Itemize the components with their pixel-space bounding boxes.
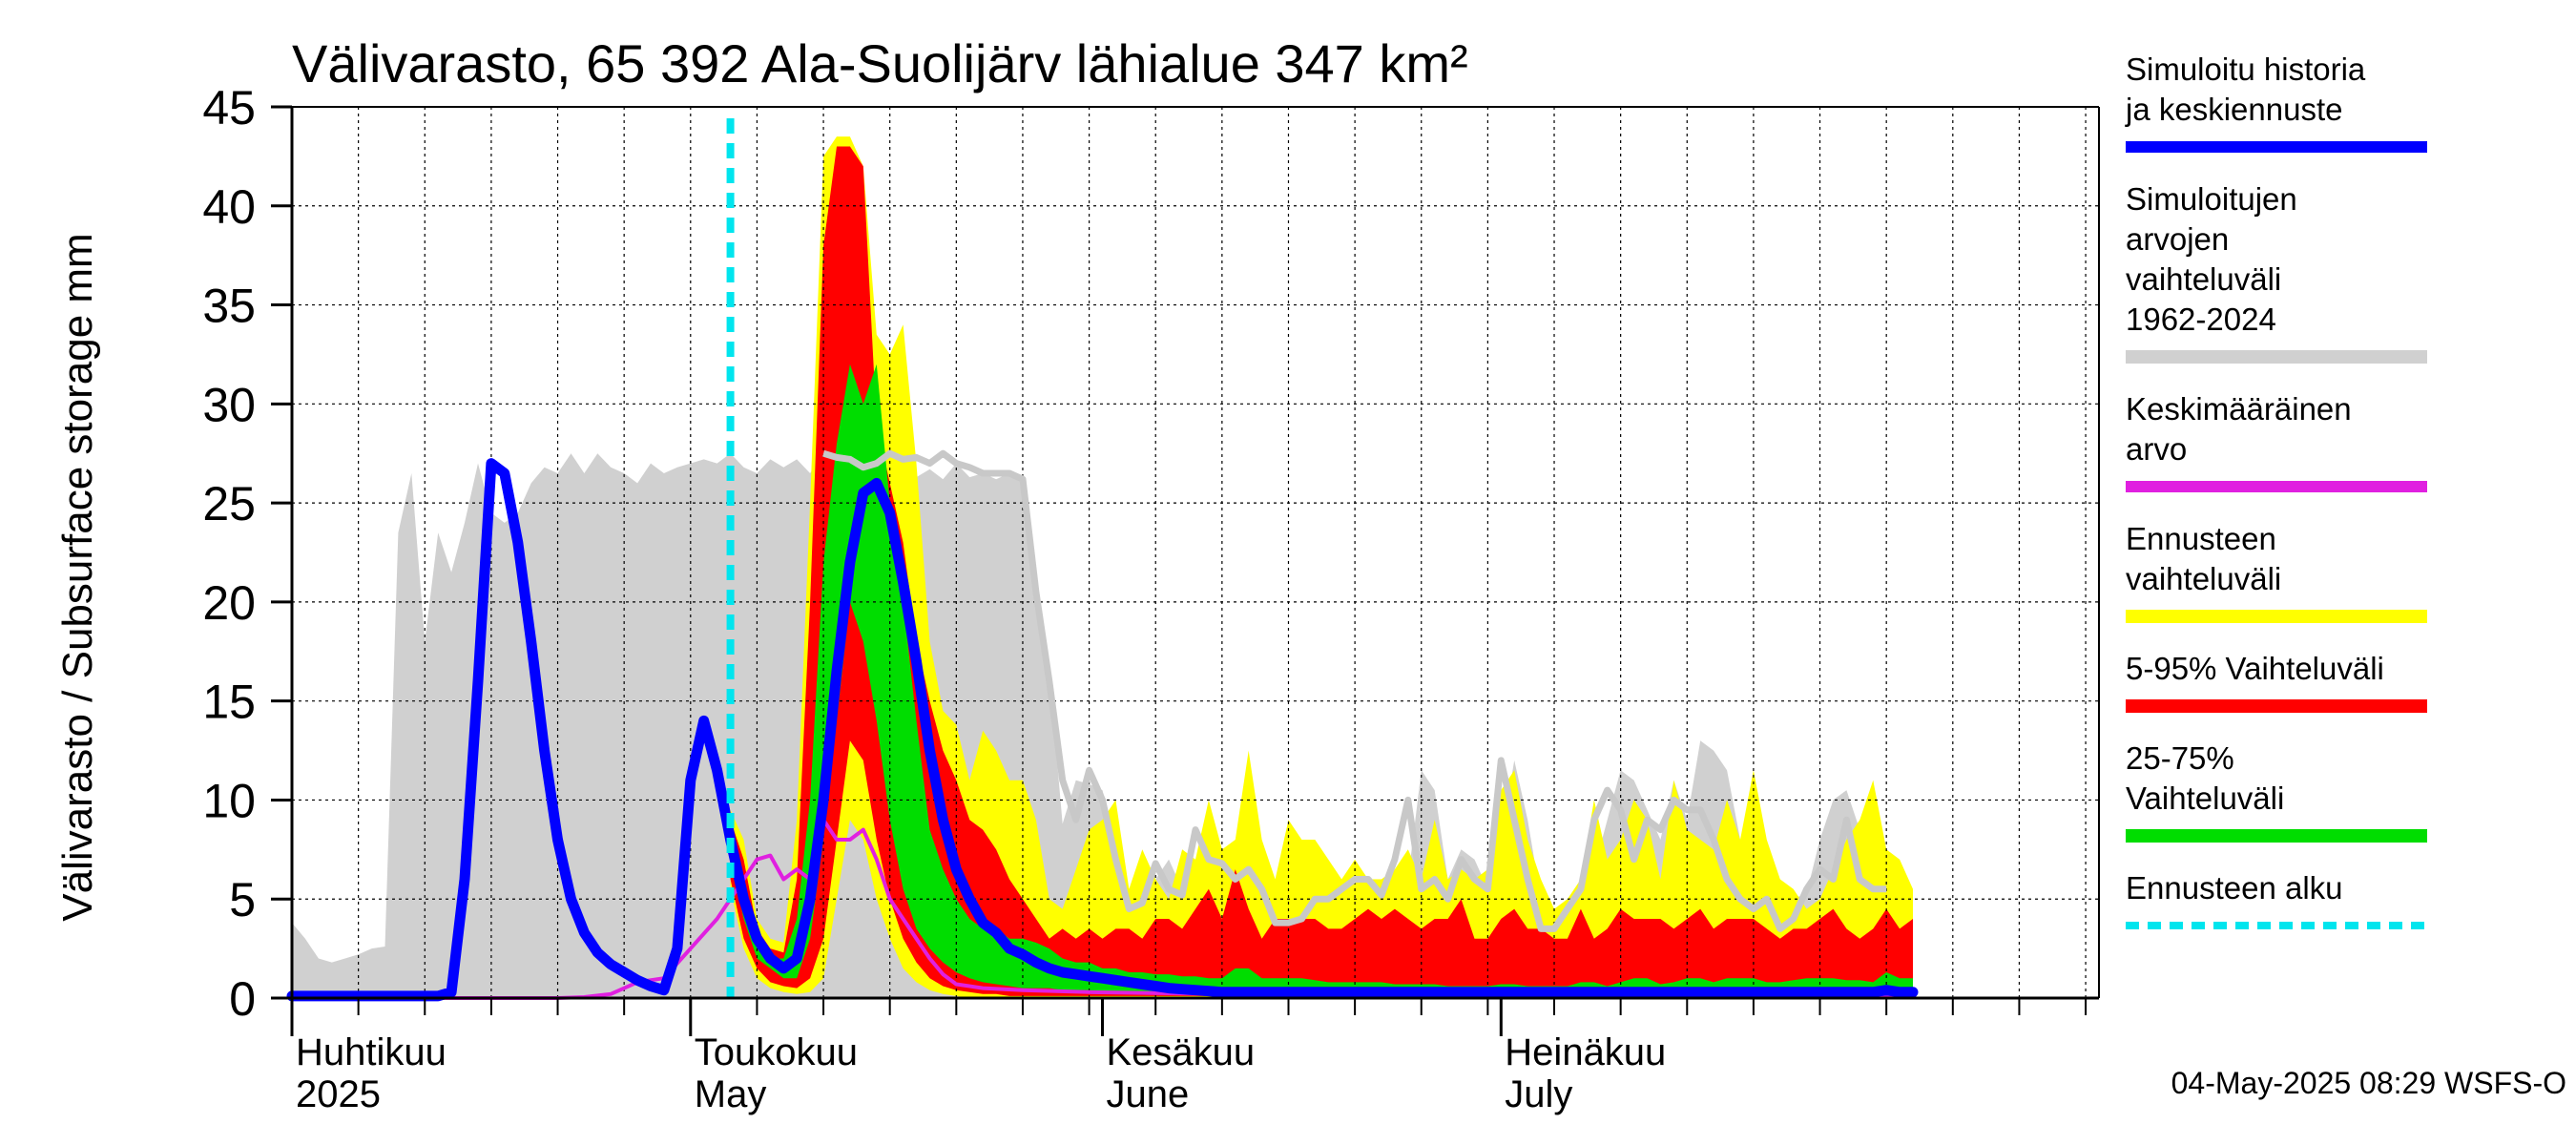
historical-median-line xyxy=(822,449,1887,932)
y-tick-label: 35 xyxy=(202,280,256,333)
legend-label: 1962-2024 xyxy=(2126,302,2276,337)
x-month-label-fi: Toukokuu xyxy=(695,1031,858,1073)
legend-label: Simuloitujen xyxy=(2126,181,2297,217)
y-tick-label: 40 xyxy=(202,180,256,234)
legend-label: 5-95% Vaihteluväli xyxy=(2126,651,2384,686)
band-25-75 xyxy=(730,364,1913,992)
series-lines xyxy=(286,118,1919,1002)
legend-label: Simuloitu historia xyxy=(2126,52,2366,87)
x-month-label-fi: Heinäkuu xyxy=(1505,1031,1666,1073)
y-axis-label: Välivarasto / Subsurface storage mm xyxy=(54,233,101,921)
simulated-line xyxy=(286,458,1919,1002)
legend-item: Ennusteen alku xyxy=(2126,870,2427,929)
x-month-label-en: 2025 xyxy=(296,1073,381,1115)
legend-label: Ennusteen xyxy=(2126,521,2276,556)
legend-item: Keskimääräinen arvo xyxy=(2126,391,2427,492)
legend-item: 25-75% Vaihteluväli xyxy=(2126,740,2427,843)
y-axis: 0 5 10 15 20 25 30 35 40 45 xyxy=(202,81,292,1026)
chart-title: Välivarasto, 65 392 Ala-Suolijärv lähial… xyxy=(292,33,1468,94)
legend-label: arvo xyxy=(2126,431,2187,467)
y-tick-label: 0 xyxy=(229,972,256,1026)
y-tick-label: 20 xyxy=(202,576,256,630)
legend-label: Vaihteluväli xyxy=(2126,781,2284,816)
x-month-label-en: July xyxy=(1505,1073,1572,1115)
band-5-95 xyxy=(730,146,1913,996)
y-tick-label: 15 xyxy=(202,676,256,729)
grid xyxy=(292,107,2099,998)
y-tick-label: 5 xyxy=(229,873,256,926)
legend-label: vaihteluväli xyxy=(2126,261,2281,297)
plot-frame xyxy=(290,106,2100,1000)
legend-item: Ennusteen vaihteluväli xyxy=(2126,521,2427,623)
x-month-label-en: May xyxy=(695,1073,767,1115)
y-tick-label: 45 xyxy=(202,81,256,135)
legend-item: 5-95% Vaihteluväli xyxy=(2126,651,2427,713)
x-month-label-en: June xyxy=(1107,1073,1190,1115)
y-tick-label: 25 xyxy=(202,477,256,531)
legend-item: Simuloitu historia ja keskiennuste xyxy=(2125,52,2427,153)
legend-label: 25-75% xyxy=(2126,740,2234,776)
timestamp: 04-May-2025 08:29 WSFS-O xyxy=(2171,1066,2566,1100)
legend-label: ja keskiennuste xyxy=(2125,92,2342,127)
plot-area xyxy=(286,106,2100,1002)
y-tick-label: 30 xyxy=(202,378,256,431)
x-month-label-fi: Huhtikuu xyxy=(296,1031,447,1073)
legend-label: arvojen xyxy=(2126,221,2229,257)
legend-item: Simuloitujen arvojen vaihteluväli 1962-2024 xyxy=(2126,181,2427,364)
x-month-label-fi: Kesäkuu xyxy=(1107,1031,1256,1073)
legend-label: Keskimääräinen xyxy=(2126,391,2352,427)
legend-label: vaihteluväli xyxy=(2126,561,2281,596)
legend-label: Ennusteen alku xyxy=(2126,870,2343,906)
y-tick-label: 10 xyxy=(202,774,256,827)
